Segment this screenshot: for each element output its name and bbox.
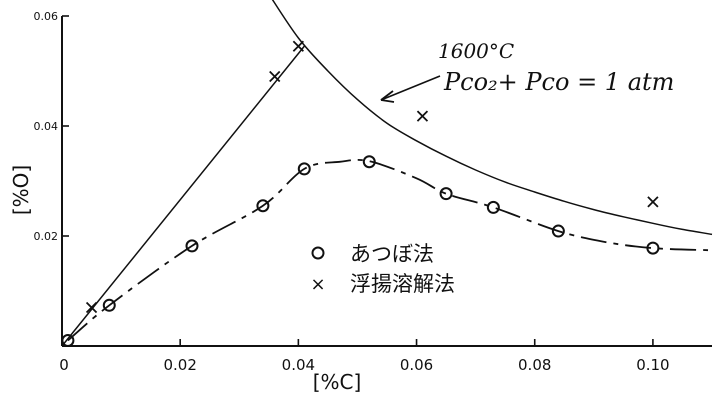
annotation-arrow: [380, 75, 441, 101]
levitation-point: [416, 110, 429, 122]
levitation-point: [269, 70, 281, 83]
atsubo-curve: [67, 158, 713, 342]
annotation-arrowhead: [380, 90, 395, 103]
atsubo-point: [362, 155, 376, 169]
levitation-point: [647, 196, 659, 208]
levitation-point: [85, 301, 98, 314]
legend-circle-marker: [311, 246, 325, 260]
curves: [61, 0, 713, 347]
levitation-line: [61, 45, 305, 347]
x-tick-label: 0.10: [636, 356, 669, 374]
atsubo-point: [256, 199, 270, 213]
x-tick-label: 0.04: [282, 356, 315, 374]
legend-label-levitation: 浮揚溶解法: [350, 272, 455, 296]
x-tick-label: 0.06: [400, 356, 433, 374]
y-tick-label: 0.06: [34, 10, 59, 23]
atsubo-point: [646, 241, 660, 255]
points: [61, 40, 660, 347]
y-axis-label: [%O]: [9, 165, 33, 215]
x-tick-label: 0.02: [163, 356, 196, 374]
atsubo-point: [439, 187, 453, 201]
axes: [61, 16, 712, 347]
x-tick-label: 0.08: [518, 356, 551, 374]
atsubo-point: [61, 334, 75, 347]
atsubo-point: [486, 200, 500, 214]
atsubo-point: [185, 239, 199, 253]
equilibrium-curve: [271, 0, 713, 236]
annotation-pressure: Pco₂+ Pco = 1 atm: [443, 68, 674, 96]
legend-label-atsubo: あつぼ法: [350, 242, 434, 266]
annotation-temperature: 1600°C: [438, 39, 514, 63]
legend-x-marker: ×: [310, 274, 325, 295]
x-axis-label: [%C]: [313, 370, 362, 394]
ticks: 0 0.02 0.04 0.06 0.08 0.10 0.02 0.04 0.06: [34, 10, 670, 374]
x-tick-label: 0: [59, 356, 69, 374]
y-tick-label: 0.04: [34, 120, 59, 133]
y-tick-label: 0.02: [34, 230, 59, 243]
atsubo-point: [551, 224, 565, 238]
atsubo-point: [102, 298, 116, 312]
atsubo-point: [297, 162, 311, 176]
levitation-point: [292, 40, 305, 52]
